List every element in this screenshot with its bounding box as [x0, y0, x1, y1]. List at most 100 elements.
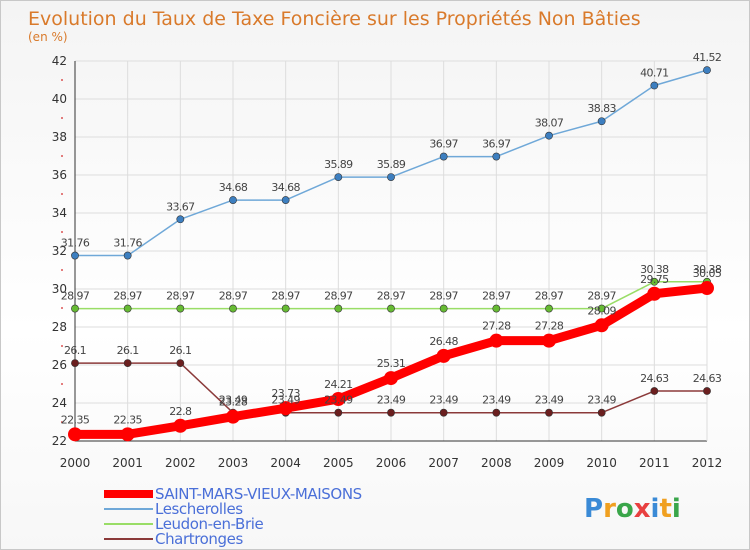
- data-label-saint-mars-vieux-maisons: 27.28: [482, 320, 511, 333]
- data-label-lescherolles: 34.68: [271, 181, 300, 194]
- data-label-lescherolles: 35.89: [377, 158, 406, 171]
- x-tick-label: 2010: [586, 456, 617, 470]
- data-point-lescherolles: [71, 251, 79, 260]
- legend-label: SAINT-MARS-VIEUX-MAISONS: [155, 485, 362, 503]
- data-point-lescherolles: [650, 81, 659, 90]
- data-label-leudon-en-brie: 28.97: [113, 290, 142, 303]
- data-point-saint-mars-vieux-maisons: [647, 286, 662, 301]
- data-point-chartronges: [71, 359, 79, 367]
- legend-label: Leudon-en-Brie: [155, 515, 263, 533]
- data-point-chartronges: [439, 408, 448, 417]
- data-label-lescherolles: 40.71: [640, 67, 669, 80]
- data-point-saint-mars-vieux-maisons: [68, 427, 82, 442]
- y-tick-label: 26: [52, 358, 67, 372]
- data-point-saint-mars-vieux-maisons: [594, 318, 609, 333]
- logo-letter: P: [584, 494, 603, 524]
- data-label-chartronges: 23.49: [587, 394, 616, 407]
- data-label-leudon-en-brie: 28.97: [535, 290, 564, 303]
- data-label-saint-mars-vieux-maisons: 22.8: [169, 405, 192, 418]
- data-label-saint-mars-vieux-maisons: 29.75: [640, 273, 669, 286]
- data-point-saint-mars-vieux-maisons: [278, 401, 293, 416]
- y-tick-label: 42: [52, 54, 67, 68]
- data-label-leudon-en-brie: 28.97: [429, 290, 458, 303]
- data-point-lescherolles: [597, 117, 606, 126]
- x-tick-label: 2012: [692, 456, 723, 470]
- data-label-leudon-en-brie: 30.38: [693, 263, 722, 276]
- legend: SAINT-MARS-VIEUX-MAISONSLescherollesLeud…: [104, 485, 362, 548]
- data-point-saint-mars-vieux-maisons: [226, 409, 240, 424]
- chart-title: Evolution du Taux de Taxe Foncière sur l…: [28, 8, 641, 30]
- data-point-leudon-en-brie: [123, 304, 132, 313]
- y-tick-label: 36: [52, 168, 67, 182]
- data-label-leudon-en-brie: 28.97: [587, 290, 616, 303]
- data-point-saint-mars-vieux-maisons: [173, 418, 188, 433]
- data-label-chartronges: 26.1: [64, 344, 86, 357]
- data-point-leudon-en-brie: [334, 304, 343, 313]
- y-tick-label: 34: [52, 206, 67, 220]
- data-point-lescherolles: [492, 152, 501, 161]
- data-point-lescherolles: [229, 196, 237, 204]
- data-point-leudon-en-brie: [176, 304, 185, 313]
- data-label-leudon-en-brie: 28.97: [324, 290, 353, 303]
- data-point-saint-mars-vieux-maisons: [120, 427, 135, 442]
- data-label-lescherolles: 34.68: [219, 181, 248, 194]
- y-tick-label: 22: [52, 434, 67, 448]
- x-tick-label: 2001: [112, 456, 143, 470]
- logo-letter: x: [634, 494, 651, 524]
- data-point-lescherolles: [703, 66, 711, 75]
- data-point-chartronges: [597, 408, 606, 417]
- data-label-leudon-en-brie: 28.97: [377, 290, 406, 303]
- x-tick-label: 2008: [481, 456, 512, 470]
- x-tick-label: 2000: [60, 456, 91, 470]
- logo-letter: i: [651, 494, 660, 524]
- logo-letter: o: [616, 494, 634, 524]
- data-label-lescherolles: 38.83: [587, 102, 616, 115]
- data-label-chartronges: 23.49: [482, 394, 511, 407]
- data-label-chartronges: 26.1: [169, 344, 191, 357]
- data-label-chartronges: 24.63: [693, 372, 722, 385]
- data-point-saint-mars-vieux-maisons: [384, 371, 398, 386]
- data-label-lescherolles: 31.76: [61, 237, 90, 250]
- data-label-lescherolles: 36.97: [482, 138, 511, 151]
- data-label-lescherolles: 31.76: [113, 237, 142, 250]
- data-label-lescherolles: 36.97: [429, 138, 458, 151]
- data-label-leudon-en-brie: 30.38: [640, 263, 669, 276]
- data-point-leudon-en-brie: [229, 304, 237, 313]
- x-tick-label: 2006: [376, 456, 407, 470]
- data-point-leudon-en-brie: [492, 304, 501, 313]
- data-label-saint-mars-vieux-maisons: 23.28: [219, 396, 248, 409]
- data-label-saint-mars-vieux-maisons: 24.21: [324, 378, 353, 391]
- data-point-chartronges: [387, 408, 395, 417]
- data-label-chartronges: 23.49: [219, 394, 248, 407]
- data-label-lescherolles: 35.89: [324, 158, 353, 171]
- x-tick-label: 2003: [218, 456, 249, 470]
- y-tick-label: 32: [52, 244, 67, 258]
- data-point-chartronges: [703, 387, 711, 395]
- data-point-chartronges: [176, 359, 185, 367]
- data-label-leudon-en-brie: 28.97: [166, 290, 195, 303]
- data-point-leudon-en-brie: [597, 304, 606, 313]
- data-point-leudon-en-brie: [71, 304, 79, 313]
- y-tick-label: 40: [52, 92, 67, 106]
- data-label-chartronges: 23.49: [271, 394, 300, 407]
- data-label-saint-mars-vieux-maisons: 27.28: [535, 320, 564, 333]
- data-point-saint-mars-vieux-maisons: [542, 333, 556, 348]
- y-axis-unit: (en %): [28, 30, 68, 44]
- data-label-leudon-en-brie: 28.97: [61, 290, 90, 303]
- data-point-saint-mars-vieux-maisons: [489, 333, 504, 348]
- data-point-chartronges: [650, 387, 659, 395]
- legend-label: Lescherolles: [155, 500, 243, 518]
- data-label-leudon-en-brie: 28.97: [271, 290, 300, 303]
- data-label-saint-mars-vieux-maisons: 30.05: [693, 267, 722, 280]
- proxiti-logo: Proxiti: [584, 494, 681, 524]
- series-layer: [68, 66, 714, 442]
- data-point-leudon-en-brie: [281, 304, 290, 313]
- data-point-lescherolles: [334, 173, 343, 181]
- data-label-lescherolles: 41.52: [693, 51, 722, 64]
- axis-layer: 22 24 26 28 30 32 34 36 38 40 42 2000 2001 2002 2003 20…: [52, 54, 723, 470]
- x-tick-label: 2002: [165, 456, 196, 470]
- y-tick-label: 30: [52, 282, 67, 296]
- data-label-chartronges: 23.49: [535, 394, 564, 407]
